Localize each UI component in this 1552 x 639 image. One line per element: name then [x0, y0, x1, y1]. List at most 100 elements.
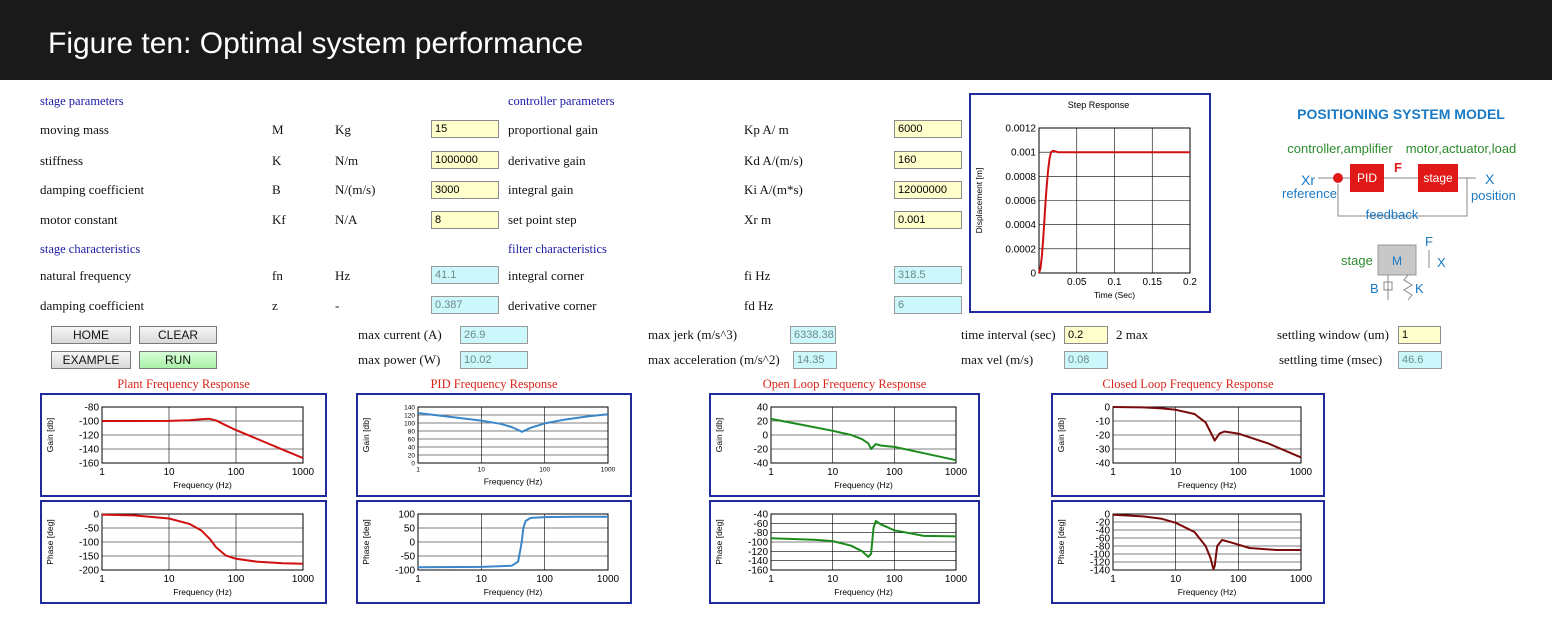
- run-button[interactable]: RUN: [139, 351, 217, 369]
- closed-loop-gain-plot: 1 10 100 1000 0 -10 -20 -30 -40 Frequency (Hz) Gai…: [1056, 403, 1313, 491]
- positioning-system-model-diagram: POSITIONING SYSTEM MODEL controller,ampl…: [1282, 106, 1516, 301]
- controller-parameters-heading: controller parameters: [508, 94, 615, 108]
- y-tick-label: -80: [1096, 542, 1111, 553]
- series-line: [102, 417, 304, 460]
- integral-gain-label: integral gain: [508, 182, 574, 197]
- clear-button[interactable]: CLEAR: [139, 326, 217, 344]
- series-line: [417, 515, 608, 569]
- x-tick-label: 1: [1110, 574, 1116, 585]
- settling-time-label: settling time (msec): [1279, 352, 1383, 367]
- moving-mass-label: moving mass: [40, 122, 109, 137]
- x-axis-label: Frequency (Hz): [484, 587, 543, 597]
- pid-frequency-title: PID Frequency Response: [430, 377, 558, 391]
- proportional-gain-input[interactable]: 6000: [894, 120, 962, 138]
- stiffness-input[interactable]: 1000000: [431, 151, 499, 169]
- filter-characteristics-heading: filter characteristics: [508, 242, 607, 256]
- y-tick-label: -80: [85, 403, 100, 414]
- x-tick-label: 10: [827, 574, 839, 585]
- x-tick-label: 0.05: [1067, 277, 1087, 288]
- motor-constant-input[interactable]: 8: [431, 211, 499, 229]
- y-axis-label: Phase [deg]: [1056, 519, 1066, 564]
- home-button[interactable]: HOME: [51, 326, 131, 344]
- title-banner: Figure ten: Optimal system performance: [0, 0, 1552, 80]
- moving-mass-symbol: M: [272, 122, 284, 137]
- derivative-gain-input[interactable]: 160: [894, 151, 962, 169]
- x-tick-label: 0.15: [1143, 277, 1163, 288]
- series-line: [1112, 513, 1301, 571]
- y-tick-label: -80: [754, 528, 769, 539]
- plot-area: [1112, 513, 1302, 571]
- y-tick-label: 50: [404, 524, 416, 535]
- y-tick-label: -20: [754, 445, 769, 456]
- time-interval-input[interactable]: 0.2: [1064, 326, 1108, 344]
- x-tick-label: 1: [99, 467, 105, 478]
- y-tick-label: -140: [748, 556, 768, 567]
- y-tick-label: -40: [1096, 459, 1111, 470]
- set-point-step-label: set point step: [508, 212, 577, 227]
- y-tick-label: -60: [1096, 534, 1111, 545]
- moving-mass-input[interactable]: 15: [431, 120, 499, 138]
- derivative-gain-unit: Kd A/(m/s): [744, 153, 803, 168]
- y-tick-label: -40: [754, 459, 769, 470]
- stage-block: [1418, 164, 1458, 192]
- damping-ratio-unit: -: [335, 298, 340, 313]
- closed-loop-gain-chart: 1 10 100 1000 0 -10 -20 -30 -40 Frequency (Hz) Gai…: [1051, 393, 1325, 497]
- damping-coefficient-input[interactable]: 3000: [431, 181, 499, 199]
- y-tick-label: 120: [404, 412, 415, 419]
- x-tick-label: 100: [228, 574, 245, 585]
- x-tick-label: 1: [1110, 467, 1116, 478]
- series-line: [1112, 406, 1302, 459]
- x-tick-label: 100: [536, 574, 553, 585]
- feedback-label: feedback: [1366, 207, 1419, 222]
- step-response-chart: 0.05 0.1 0.15 0.2 0 0.0002 0.0004 0.0006 0.0008 0…: [969, 93, 1211, 313]
- x-tick-label: 1: [416, 467, 420, 474]
- y-tick-label: 40: [408, 444, 416, 451]
- natural-frequency-label: natural frequency: [40, 268, 132, 283]
- time-interval-max-label: 2 max: [1116, 327, 1149, 342]
- y-tick-label: -30: [1096, 445, 1111, 456]
- derivative-gain-label: derivative gain: [508, 153, 586, 168]
- y-tick-label: -140: [1090, 566, 1110, 577]
- y-axis-label: Gain [db]: [714, 418, 724, 453]
- settling-window-input[interactable]: 1: [1398, 326, 1441, 344]
- y-tick-label: -100: [79, 417, 99, 428]
- closed-loop-phase-chart: 1 10 100 1000 0 -20 -40 -60 -80 -100 -120 -140 Frequ…: [1051, 500, 1325, 604]
- example-button[interactable]: EXAMPLE: [51, 351, 131, 369]
- x-axis-label: Frequency (Hz): [834, 480, 893, 490]
- x-tick-label: 100: [539, 467, 550, 474]
- damping-coefficient-unit: N/(m/s): [335, 182, 376, 197]
- integral-corner-label: integral corner: [508, 268, 585, 283]
- stage-characteristics-heading: stage characteristics: [40, 242, 141, 256]
- y-tick-label: 0: [1030, 269, 1036, 280]
- y-tick-label: -40: [754, 510, 769, 521]
- derivative-corner-output: 6: [894, 296, 962, 314]
- closed-loop-phase-plot: 1 10 100 1000 0-20-40-60-80-100-120-140 Frequ…: [1056, 510, 1313, 598]
- series-line: [417, 412, 609, 433]
- model-title: POSITIONING SYSTEM MODEL: [1297, 106, 1505, 122]
- y-tick-label: -50: [401, 552, 416, 563]
- x-tick-label: 0.1: [1108, 277, 1122, 288]
- series-line: [101, 513, 304, 565]
- x-tick-label: 100: [886, 574, 903, 585]
- integral-gain-input[interactable]: 12000000: [894, 181, 962, 199]
- step-response-plot: 0.05 0.1 0.15 0.2 0 0.0002 0.0004 0.0006 0.0008 0…: [974, 100, 1197, 300]
- pid-phase-plot: 1 10 100 1000 100 50 0 -50 -100 Frequency (Hz) Pha…: [361, 510, 620, 598]
- x-tick-label: 0.2: [1183, 277, 1197, 288]
- max-acceleration-output: 14.35: [793, 351, 837, 369]
- reference-label: reference: [1282, 186, 1337, 201]
- y-tick-label: 20: [757, 417, 769, 428]
- set-point-step-input[interactable]: 0.001: [894, 211, 962, 229]
- closed-loop-frequency-title: Closed Loop Frequency Response: [1102, 377, 1274, 391]
- y-tick-label: 0: [762, 431, 768, 442]
- natural-frequency-output: 41.1: [431, 266, 499, 284]
- y-tick-label: -20: [1096, 431, 1111, 442]
- max-jerk-label: max jerk (m/s^3): [648, 327, 738, 342]
- max-acceleration-label: max acceleration (m/s^2): [648, 352, 780, 367]
- plant-phase-plot: 1 10 100 1000 0 -50 -100 -150 -200 Frequency (Hz)…: [45, 510, 315, 598]
- y-tick-label: 0.0012: [1005, 124, 1036, 135]
- integral-corner-unit: fi Hz: [744, 268, 771, 283]
- max-power-output: 10.02: [460, 351, 528, 369]
- open-loop-gain-plot: 1 10 100 1000 40 20 0 -20 -40 Frequency (Hz) Gain …: [714, 403, 968, 491]
- pid-block-label: PID: [1357, 171, 1377, 185]
